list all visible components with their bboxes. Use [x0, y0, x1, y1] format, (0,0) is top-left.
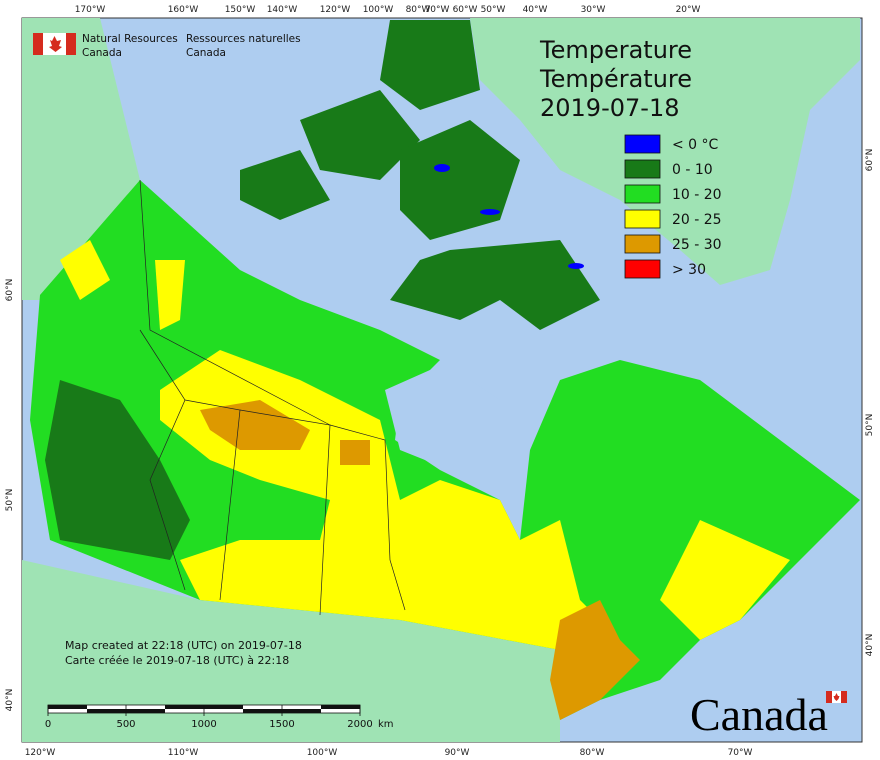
map-title: Temperature	[539, 36, 692, 64]
graticule-label: 140°W	[267, 5, 298, 15]
scale-label: 1000	[191, 719, 216, 730]
scale-label: 500	[116, 719, 135, 730]
graticule-label: 90°W	[445, 748, 470, 758]
nrcan-signature	[33, 33, 76, 55]
graticule-label: 110°W	[168, 748, 199, 758]
graticule-label: 150°W	[225, 5, 256, 15]
graticule-label: 60°N	[865, 149, 875, 172]
legend-label: 10 - 20	[672, 187, 722, 203]
canada-temperature	[30, 20, 860, 720]
legend-swatch	[624, 184, 661, 204]
scale-segment	[165, 705, 204, 709]
graticule-label: 60°W	[453, 5, 478, 15]
map-note: Map created at 22:18 (UTC) on 2019-07-18	[65, 639, 302, 652]
graticule-label: 80°W	[580, 748, 605, 758]
graticule-label: 170°W	[75, 5, 106, 15]
graticule-label: 50°N	[865, 414, 875, 437]
legend-swatch	[624, 234, 661, 254]
graticule-label: 70°W	[728, 748, 753, 758]
map-title: Température	[539, 65, 692, 93]
graticule-label: 160°W	[168, 5, 199, 15]
legend-swatch	[624, 259, 661, 279]
graticule-label: 20°W	[676, 5, 701, 15]
legend-swatch	[624, 134, 661, 154]
graticule-label: 120°W	[320, 5, 351, 15]
land-foreign	[22, 18, 860, 742]
graticule-label: 50°N	[5, 489, 15, 512]
agency-en: Canada	[82, 47, 122, 59]
wordmark: Canada	[690, 689, 828, 740]
scale-segment	[87, 709, 126, 713]
scale-segment	[243, 709, 282, 713]
graticule-label: 50°W	[481, 5, 506, 15]
scale-label: 0	[45, 719, 51, 730]
graticule-label: 100°W	[363, 5, 394, 15]
scale-segment	[204, 705, 243, 709]
legend-swatch	[624, 209, 661, 229]
graticule-label: 60°N	[5, 279, 15, 302]
scale-segment	[282, 709, 321, 713]
legend-swatch	[624, 159, 661, 179]
scale-segment	[126, 709, 165, 713]
canada-wordmark	[826, 691, 847, 703]
scale-segment	[48, 705, 87, 709]
map-note: Carte créée le 2019-07-18 (UTC) à 22:18	[65, 654, 289, 667]
legend-label: < 0 °C	[672, 137, 719, 153]
graticule-label: 40°N	[865, 634, 875, 657]
scale-segment	[321, 705, 360, 709]
agency-fr: Canada	[186, 47, 226, 59]
agency-en: Natural Resources	[82, 33, 178, 45]
graticule-label: 100°W	[307, 748, 338, 758]
agency-fr: Ressources naturelles	[186, 33, 301, 45]
graticule-label: 40°W	[523, 5, 548, 15]
map-title: 2019-07-18	[540, 94, 679, 122]
graticule-label: 30°W	[581, 5, 606, 15]
legend-label: > 30	[672, 262, 706, 278]
scale-label: 2000	[347, 719, 372, 730]
legend-label: 25 - 30	[672, 237, 722, 253]
graticule-label: 120°W	[25, 748, 56, 758]
graticule-label: 70°W	[425, 5, 450, 15]
scale-label: 1500	[269, 719, 294, 730]
graticule-label: 40°N	[5, 689, 15, 712]
graticule-label: 80°W	[406, 5, 431, 15]
scale-unit: km	[378, 719, 394, 730]
legend-label: 20 - 25	[672, 212, 722, 228]
scale-bar: 0 500 1000 1500 2000 km	[45, 704, 394, 730]
legend-label: 0 - 10	[672, 162, 713, 178]
